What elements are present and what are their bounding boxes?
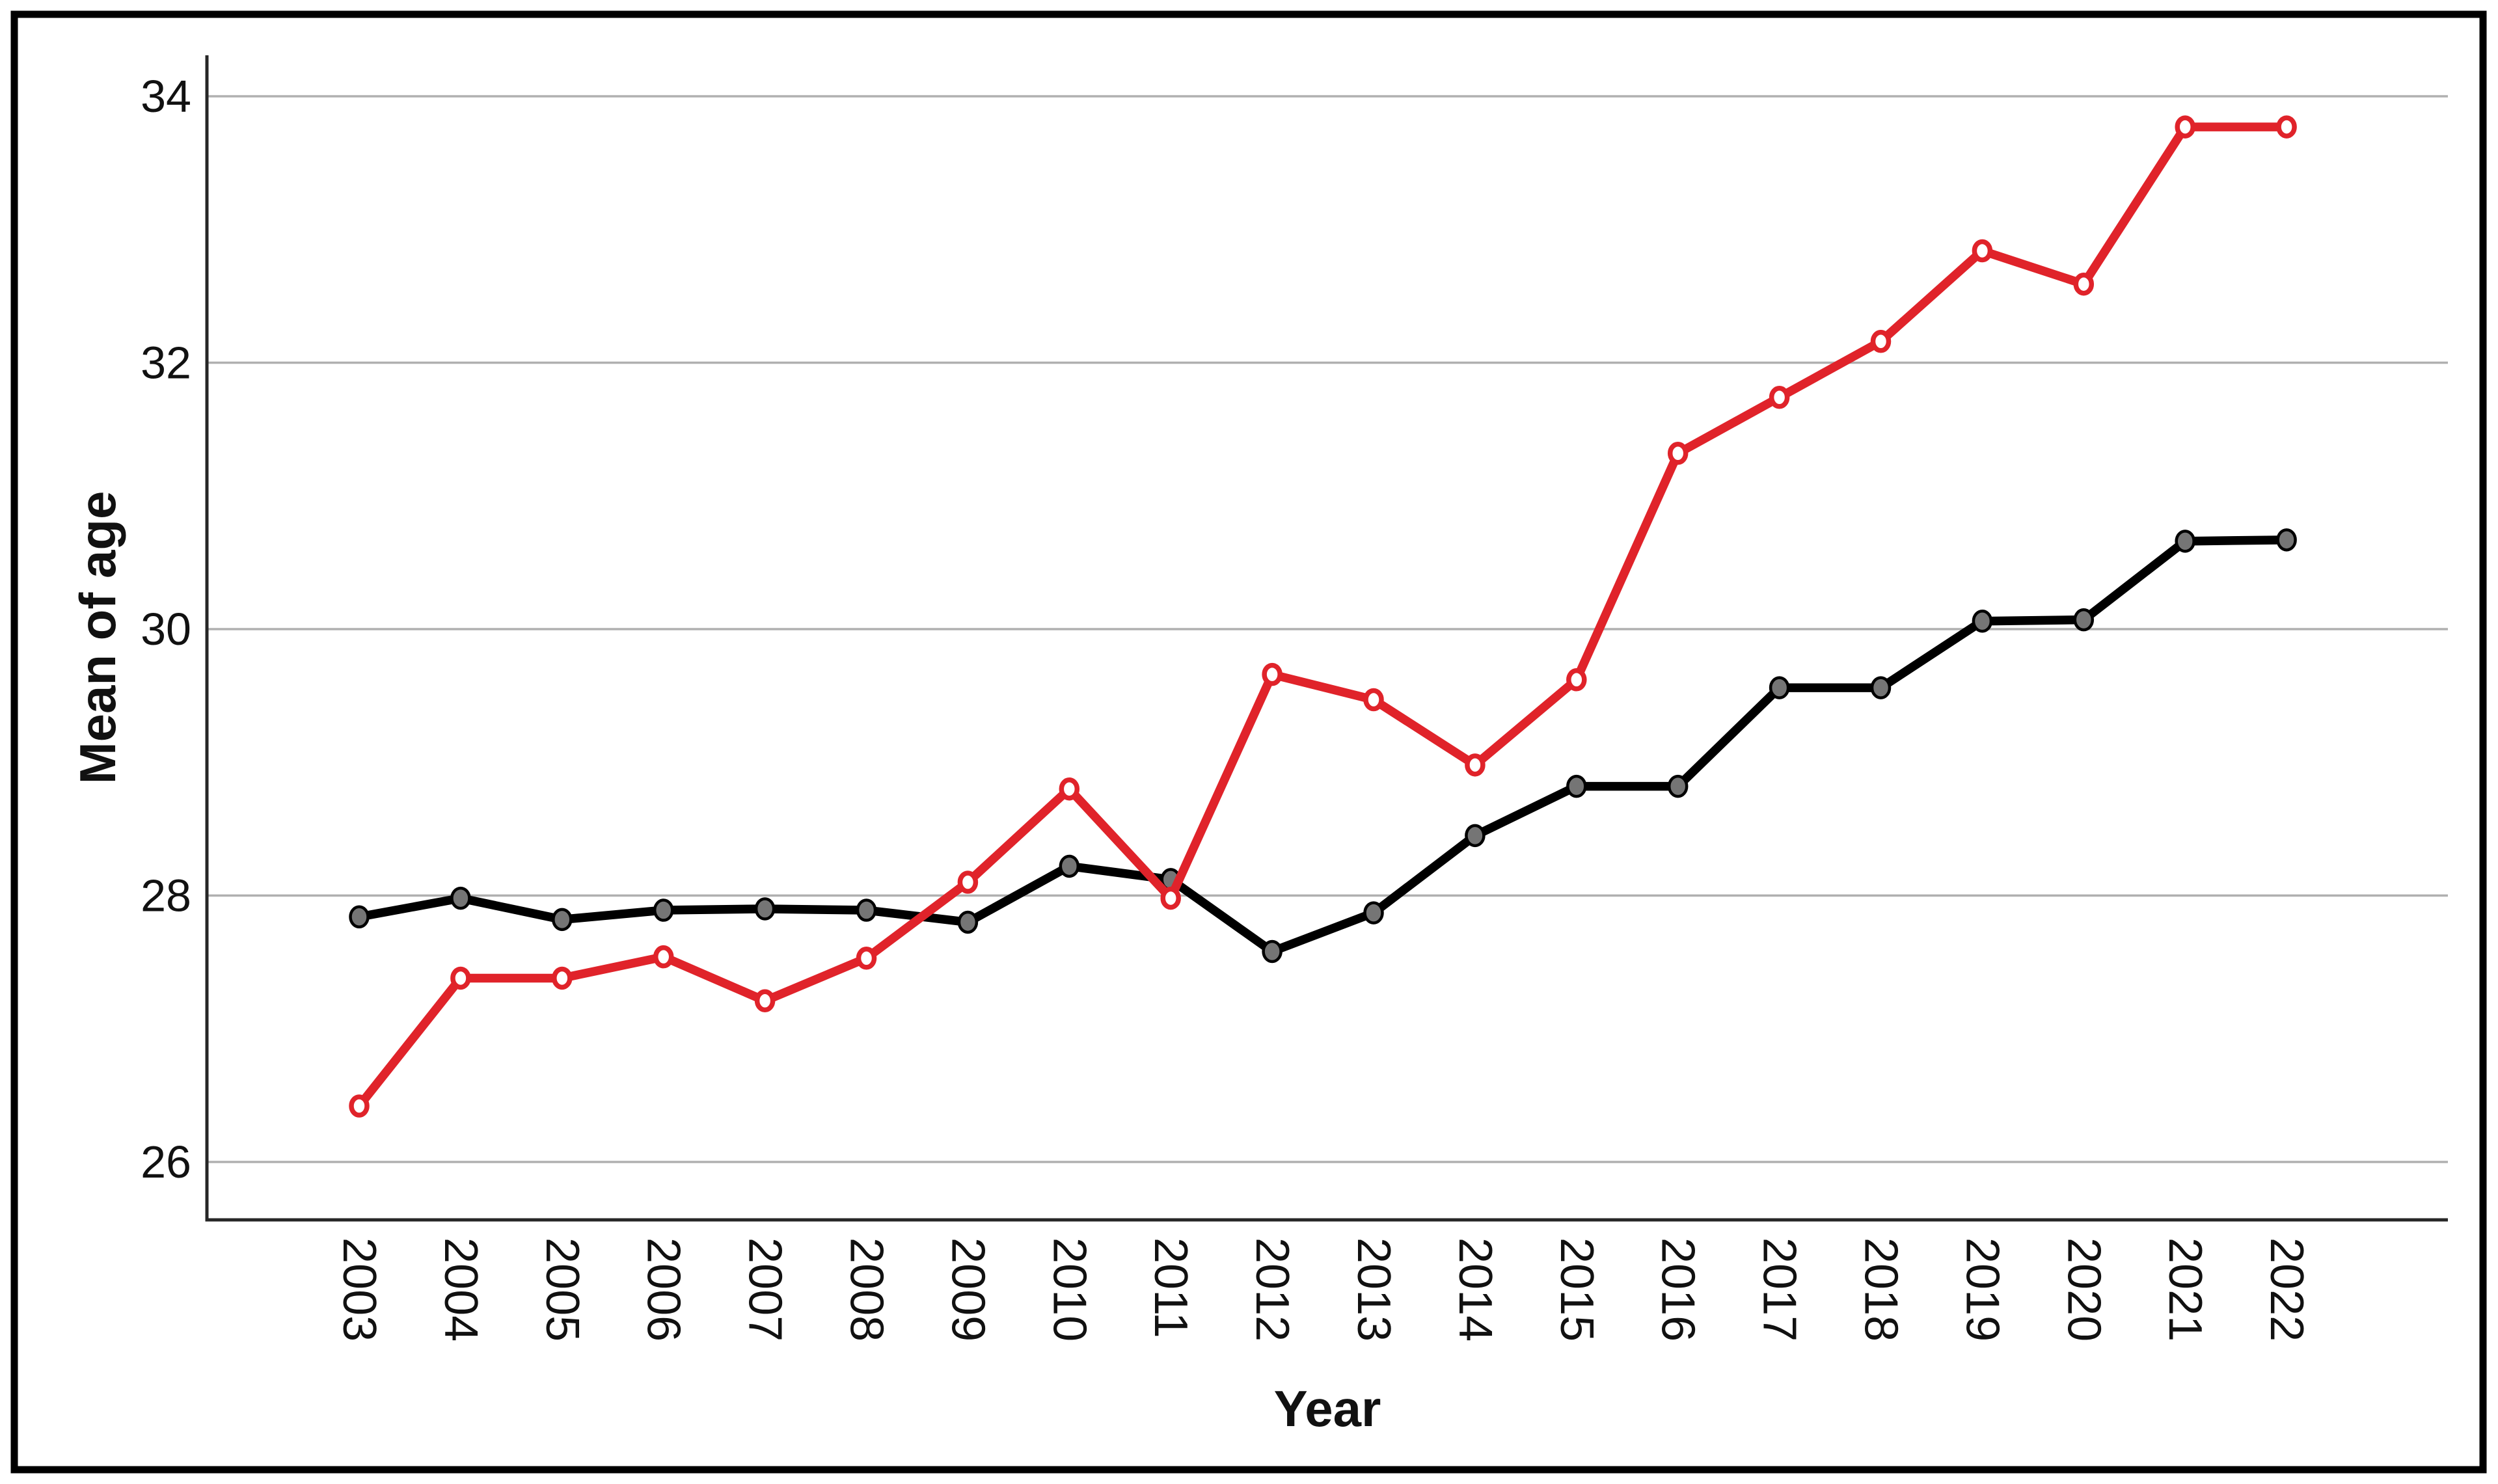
y-tick-label-30: 30 xyxy=(141,604,191,654)
x-tick-label-2006: 2006 xyxy=(638,1237,690,1342)
red-series xyxy=(349,115,2297,1118)
x-tick-label-2007: 2007 xyxy=(739,1237,791,1342)
x-tick-label-2017: 2017 xyxy=(1754,1237,1806,1342)
x-tick-label-2015: 2015 xyxy=(1551,1237,1603,1342)
red-series-marker-2014 xyxy=(1465,753,1486,777)
black-series-marker-2008 xyxy=(856,898,877,922)
x-tick-label-2012: 2012 xyxy=(1246,1237,1298,1342)
x-tick-label-2020: 2020 xyxy=(2057,1237,2110,1342)
black-series-marker-2004 xyxy=(450,886,471,910)
black-series-marker-2009 xyxy=(957,910,979,934)
x-tick-label-2010: 2010 xyxy=(1043,1237,1095,1342)
black-series-marker-2005 xyxy=(552,908,573,932)
x-axis-tick-labels: 2003 2004 2005 2006 2007 2008 2009 2010 2011 2012… xyxy=(333,1237,2313,1342)
y-axis-title: Mean of age xyxy=(69,491,126,785)
red-series-marker-2018 xyxy=(1870,329,1892,353)
x-tick-label-2022: 2022 xyxy=(2260,1237,2313,1342)
red-series-marker-2012 xyxy=(1262,662,1283,686)
red-series-marker-2017 xyxy=(1769,385,1790,409)
y-tick-label-32: 32 xyxy=(141,338,191,388)
x-tick-label-2019: 2019 xyxy=(1956,1237,2008,1342)
x-tick-label-2013: 2013 xyxy=(1348,1237,1400,1342)
red-series-marker-2006 xyxy=(653,945,674,969)
black-series-marker-2015 xyxy=(1566,774,1587,798)
black-series xyxy=(349,528,2297,964)
x-tick-label-2003: 2003 xyxy=(333,1237,385,1342)
black-series-marker-2016 xyxy=(1667,774,1689,798)
red-series-marker-2011 xyxy=(1160,886,1181,910)
x-tick-label-2011: 2011 xyxy=(1145,1237,1197,1338)
x-tick-label-2021: 2021 xyxy=(2159,1237,2211,1342)
black-series-line xyxy=(355,535,2291,956)
black-series-marker-2007 xyxy=(754,897,776,921)
red-series-marker-2008 xyxy=(856,946,877,970)
black-series-marker-2006 xyxy=(653,898,674,922)
black-series-marker-2014 xyxy=(1465,824,1486,848)
y-tick-label-28: 28 xyxy=(141,870,191,921)
black-series-marker-2013 xyxy=(1363,901,1384,924)
x-tick-label-2014: 2014 xyxy=(1449,1237,1501,1342)
y-axis-tick-labels: 26 28 30 32 34 xyxy=(141,71,191,1187)
black-series-marker-2017 xyxy=(1769,676,1790,699)
red-series-marker-2020 xyxy=(2073,272,2095,296)
x-tick-label-2016: 2016 xyxy=(1652,1237,1704,1342)
black-series-marker-2010 xyxy=(1059,854,1080,878)
black-series-marker-2021 xyxy=(2175,530,2195,553)
red-series-marker-2016 xyxy=(1667,441,1689,465)
x-tick-label-2018: 2018 xyxy=(1855,1237,1907,1342)
x-tick-label-2008: 2008 xyxy=(841,1237,893,1342)
red-series-line xyxy=(355,122,2291,1111)
black-series-marker-2003 xyxy=(349,905,370,929)
black-series-marker-2018 xyxy=(1870,676,1892,699)
series-layer xyxy=(349,115,2297,1118)
red-series-marker-2021 xyxy=(2175,115,2195,139)
x-axis-title: Year xyxy=(1274,1380,1381,1437)
x-tick-label-2004: 2004 xyxy=(435,1237,487,1342)
red-series-marker-2003 xyxy=(349,1094,370,1118)
red-series-marker-2007 xyxy=(754,989,776,1013)
y-tick-label-34: 34 xyxy=(141,71,191,122)
x-tick-label-2005: 2005 xyxy=(536,1237,588,1342)
black-series-marker-2020 xyxy=(2073,608,2095,632)
y-tick-label-26: 26 xyxy=(141,1137,191,1187)
black-series-marker-2012 xyxy=(1262,939,1283,964)
gridlines xyxy=(207,95,2448,1163)
red-series-marker-2005 xyxy=(552,966,573,990)
red-series-marker-2009 xyxy=(957,870,979,894)
red-series-marker-2015 xyxy=(1566,668,1587,692)
black-series-marker-2019 xyxy=(1972,609,1993,633)
black-series-marker-2022 xyxy=(2276,528,2297,552)
red-series-marker-2004 xyxy=(450,966,471,990)
x-tick-label-2009: 2009 xyxy=(942,1237,994,1342)
red-series-marker-2010 xyxy=(1059,777,1080,801)
red-series-marker-2022 xyxy=(2276,115,2297,139)
figure-border xyxy=(10,10,2487,1474)
red-series-marker-2013 xyxy=(1363,688,1384,712)
red-series-marker-2019 xyxy=(1972,239,1993,263)
